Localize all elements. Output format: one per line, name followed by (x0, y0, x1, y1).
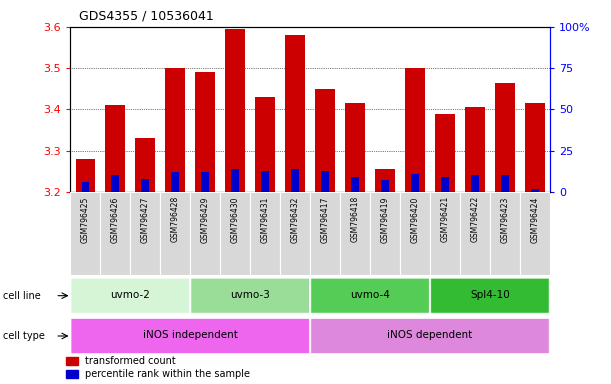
Text: GSM796430: GSM796430 (230, 196, 240, 243)
Bar (160, 192, 190, 275)
Bar (262, 170, 269, 192)
Text: GSM796423: GSM796423 (500, 196, 510, 243)
Bar (220, 192, 250, 275)
Text: GSM796427: GSM796427 (141, 196, 150, 243)
Bar (310, 192, 340, 275)
Bar (351, 177, 359, 192)
Bar (315, 89, 335, 192)
Bar (81, 182, 89, 192)
FancyBboxPatch shape (431, 278, 549, 313)
Text: GSM796426: GSM796426 (111, 196, 120, 243)
Text: iNOS dependent: iNOS dependent (387, 330, 473, 340)
Bar (490, 192, 520, 275)
Bar (70, 192, 100, 275)
FancyBboxPatch shape (71, 319, 309, 353)
Bar (142, 179, 149, 192)
Bar (106, 105, 125, 192)
Bar (525, 103, 544, 192)
Bar (400, 192, 430, 275)
Text: uvmo-4: uvmo-4 (350, 290, 390, 300)
Bar (76, 159, 95, 192)
Legend: transformed count, percentile rank within the sample: transformed count, percentile rank withi… (66, 356, 251, 379)
Bar (225, 29, 245, 192)
Bar (321, 170, 329, 192)
Bar (166, 68, 185, 192)
Bar (285, 35, 305, 192)
Text: GSM796424: GSM796424 (530, 196, 540, 243)
Bar (250, 192, 280, 275)
Text: uvmo-3: uvmo-3 (230, 290, 270, 300)
Text: cell type: cell type (3, 331, 45, 341)
Bar (136, 138, 155, 192)
Bar (130, 192, 160, 275)
Bar (381, 180, 389, 192)
Bar (375, 169, 395, 192)
Bar (501, 175, 509, 192)
Text: GSM796429: GSM796429 (200, 196, 210, 243)
FancyBboxPatch shape (191, 278, 309, 313)
Bar (345, 103, 365, 192)
Text: GSM796428: GSM796428 (170, 196, 180, 242)
Bar (460, 192, 490, 275)
Text: GSM796419: GSM796419 (381, 196, 390, 243)
Text: GSM796425: GSM796425 (81, 196, 90, 243)
Text: GDS4355 / 10536041: GDS4355 / 10536041 (79, 10, 214, 23)
Bar (370, 192, 400, 275)
Bar (196, 72, 215, 192)
Bar (435, 114, 455, 192)
Text: iNOS independent: iNOS independent (143, 330, 238, 340)
Bar (441, 177, 448, 192)
FancyBboxPatch shape (71, 278, 189, 313)
Bar (291, 169, 299, 192)
Text: GSM796418: GSM796418 (351, 196, 359, 242)
Bar (411, 174, 419, 192)
Text: uvmo-2: uvmo-2 (110, 290, 150, 300)
Bar (111, 175, 119, 192)
Bar (172, 172, 179, 192)
Text: GSM796420: GSM796420 (411, 196, 420, 243)
Bar (190, 192, 220, 275)
Text: GSM796431: GSM796431 (261, 196, 269, 243)
Bar (202, 172, 209, 192)
FancyBboxPatch shape (311, 319, 549, 353)
Text: GSM796432: GSM796432 (291, 196, 299, 243)
Bar (280, 192, 310, 275)
Bar (465, 108, 485, 192)
FancyBboxPatch shape (311, 278, 430, 313)
Bar (495, 83, 514, 192)
Bar (100, 192, 130, 275)
Bar (255, 97, 275, 192)
Bar (520, 192, 550, 275)
Bar (340, 192, 370, 275)
Bar (471, 175, 478, 192)
Text: GSM796417: GSM796417 (321, 196, 329, 243)
Bar (232, 169, 239, 192)
Bar (531, 189, 539, 192)
Text: GSM796422: GSM796422 (470, 196, 480, 242)
Text: cell line: cell line (3, 291, 41, 301)
Text: Spl4-10: Spl4-10 (470, 290, 510, 300)
Bar (430, 192, 460, 275)
Bar (405, 68, 425, 192)
Text: GSM796421: GSM796421 (441, 196, 450, 242)
